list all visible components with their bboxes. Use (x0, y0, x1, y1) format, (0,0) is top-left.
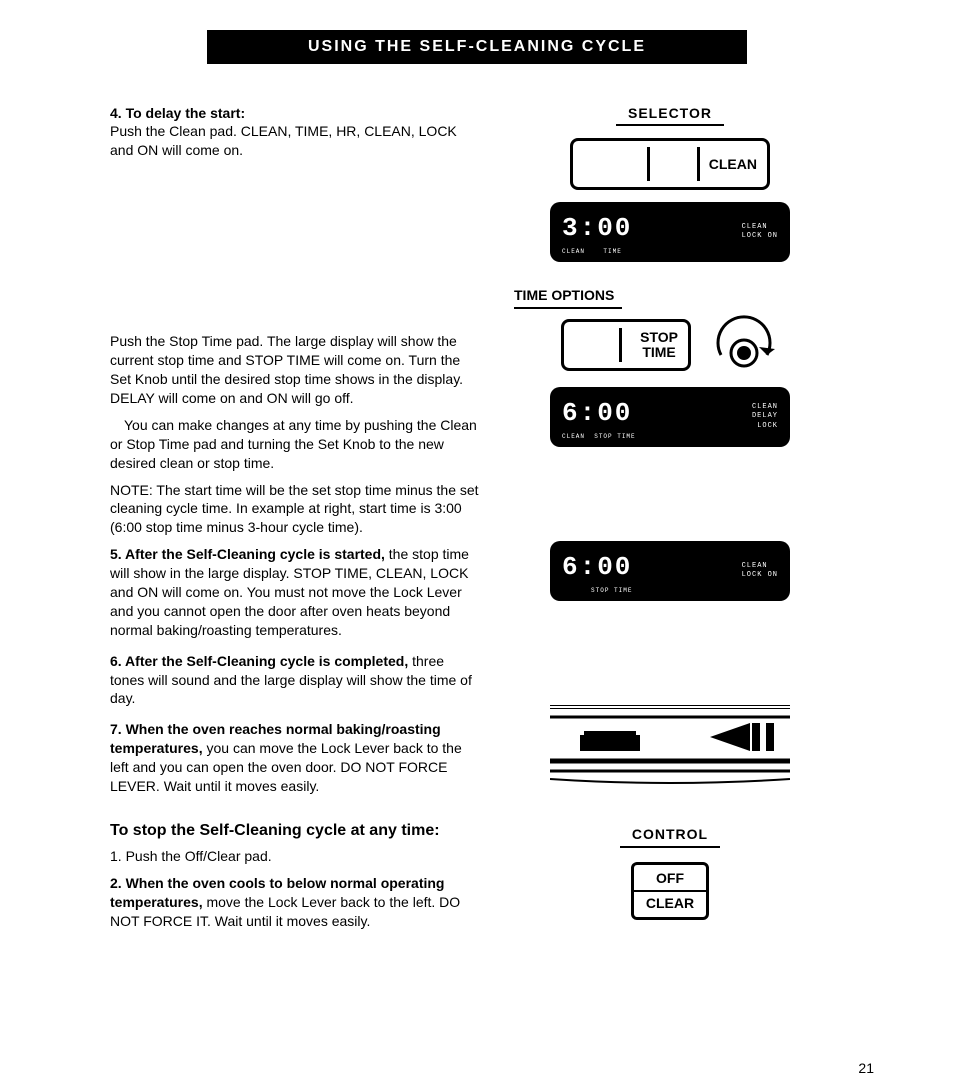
spacer (110, 172, 480, 332)
display-panel-1: 3:00 CLEAN TIME CLEAN LOCK ON (550, 202, 790, 262)
off-text: OFF (634, 869, 706, 892)
off-clear-pad-button[interactable]: OFF CLEAR (631, 862, 709, 920)
page-header: USING THE SELF-CLEANING CYCLE (207, 30, 747, 64)
control-label: CONTROL (620, 825, 720, 848)
display-panel-2: 6:00 CLEAN STOP TIME CLEAN DELAY LOCK (550, 387, 790, 447)
stop-time-l2: TIME (640, 345, 678, 360)
step-6-label: 6. After the Self-Cleaning cycle is comp… (110, 653, 408, 669)
step-7: 7. When the oven reaches normal baking/r… (110, 720, 480, 796)
display-2-sub-right: STOP TIME (594, 433, 635, 440)
time-options-row: STOP TIME (510, 315, 830, 375)
paragraph-changes: You can make changes at any time by push… (110, 416, 480, 473)
clean-button-text: CLEAN (709, 157, 757, 172)
display-2-digits: 6:00 (562, 396, 636, 431)
step-4: 4. To delay the start: Push the Clean pa… (110, 104, 480, 161)
display-1-sub-right: TIME (603, 248, 621, 255)
clear-text: CLEAR (634, 894, 706, 913)
display-2-side-1: CLEAN (752, 403, 778, 413)
display-2-sub-left: CLEAN (562, 433, 585, 440)
display-1-side-1: CLEAN (742, 223, 778, 233)
lock-lever-diagram (550, 705, 790, 795)
note-paragraph: NOTE: The start time will be the set sto… (110, 481, 480, 538)
display-1-side-2: LOCK ON (742, 232, 778, 242)
paragraph-stop-time: Push the Stop Time pad. The large displa… (110, 332, 480, 408)
stop-step-1: 1. Push the Off/Clear pad. (110, 847, 480, 866)
stop-step-2: 2. When the oven cools to below normal o… (110, 874, 480, 931)
stop-time-l1: STOP (640, 330, 678, 345)
time-options-label: TIME OPTIONS (514, 286, 622, 309)
display-3-sub: STOP TIME (562, 587, 632, 595)
step-5: 5. After the Self-Cleaning cycle is star… (110, 545, 480, 639)
display-1-sub-left: CLEAN (562, 248, 585, 255)
display-3-digits: 6:00 (562, 550, 632, 585)
display-3-side-2: LOCK ON (742, 571, 778, 581)
display-3-side-1: CLEAN (742, 562, 778, 572)
step-4-body: Push the Clean pad. CLEAN, TIME, HR, CLE… (110, 122, 480, 160)
display-2-side-3: LOCK (752, 422, 778, 432)
set-knob-icon[interactable] (709, 315, 779, 375)
right-column: SELECTOR CLEAN 3:00 CLEAN TIME CLEAN LOC… (510, 104, 830, 939)
clean-pad-button[interactable]: CLEAN (570, 138, 770, 190)
display-panel-3: 6:00 STOP TIME CLEAN LOCK ON (550, 541, 790, 601)
step-6: 6. After the Self-Cleaning cycle is comp… (110, 652, 480, 709)
content-area: 4. To delay the start: Push the Clean pa… (0, 104, 954, 939)
display-2-side-2: DELAY (752, 412, 778, 422)
spacer-2 (510, 471, 830, 541)
stop-time-pad-button[interactable]: STOP TIME (561, 319, 691, 371)
stop-cycle-heading: To stop the Self-Cleaning cycle at any t… (110, 820, 480, 842)
spacer-3 (510, 625, 830, 675)
display-1-digits: 3:00 (562, 211, 632, 246)
left-column: 4. To delay the start: Push the Clean pa… (110, 104, 510, 939)
selector-label: SELECTOR (616, 104, 724, 127)
step-5-label: 5. After the Self-Cleaning cycle is star… (110, 546, 385, 562)
step-4-label: 4. To delay the start: (110, 105, 245, 121)
